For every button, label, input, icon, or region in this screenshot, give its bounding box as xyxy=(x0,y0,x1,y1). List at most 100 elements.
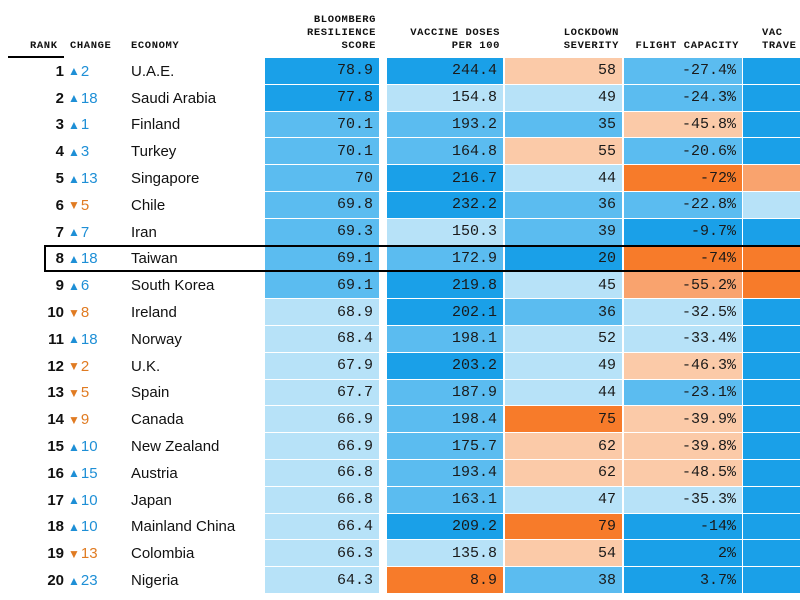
change-value: 1 xyxy=(80,116,90,134)
header-change: CHANGE xyxy=(70,40,112,52)
table-row: 1 ▲ 2 U.A.E. 78.9 244.4 58 -27.4% xyxy=(0,58,800,85)
change-cell: ▼ 9 xyxy=(68,406,124,433)
vaccinated-travel-cell xyxy=(743,513,800,541)
change-value: 5 xyxy=(80,196,90,214)
change-cell: ▲ 15 xyxy=(68,460,124,487)
vaccine-doses-cell: 8.9 xyxy=(387,567,503,594)
flight-capacity-cell: -9.7% xyxy=(624,218,742,246)
rank-cell: 17 xyxy=(47,491,64,509)
table-row: 18 ▲ 10 Mainland China 66.4 209.2 79 -14% xyxy=(0,513,800,541)
change-value: 13 xyxy=(80,545,98,563)
resilience-score-cell: 67.7 xyxy=(265,379,379,407)
resilience-score-cell: 77.8 xyxy=(265,84,379,112)
lockdown-severity-cell: 45 xyxy=(505,272,622,300)
vaccine-doses-cell: 244.4 xyxy=(387,58,503,85)
vaccine-doses-cell: 172.9 xyxy=(387,245,503,273)
flight-capacity-cell: -46.3% xyxy=(624,352,742,380)
rank-cell: 12 xyxy=(47,357,64,375)
flight-capacity-cell: -39.9% xyxy=(624,406,742,434)
table-row: 14 ▼ 9 Canada 66.9 198.4 75 -39.9% xyxy=(0,406,800,434)
resilience-score-cell: 67.9 xyxy=(265,352,379,380)
change-cell: ▲ 23 xyxy=(68,567,124,594)
change-cell: ▲ 7 xyxy=(68,219,124,246)
lockdown-severity-cell: 44 xyxy=(505,379,622,407)
change-cell: ▼ 2 xyxy=(68,353,124,380)
triangle-up-icon: ▲ xyxy=(68,144,80,159)
table-row: 9 ▲ 6 South Korea 69.1 219.8 45 -55.2% xyxy=(0,272,800,300)
lockdown-severity-cell: 20 xyxy=(505,245,622,273)
flight-capacity-cell: -48.5% xyxy=(624,460,742,487)
economy-cell: Iran xyxy=(131,223,157,241)
change-cell: ▼ 13 xyxy=(68,540,124,567)
lockdown-severity-cell: 49 xyxy=(505,352,622,380)
resilience-score-cell: 64.3 xyxy=(265,567,379,594)
change-value: 5 xyxy=(80,384,90,402)
flight-capacity-cell: -39.8% xyxy=(624,433,742,460)
economy-cell: U.K. xyxy=(131,357,161,375)
table-row: 8 ▲ 18 Taiwan 69.1 172.9 20 -74% xyxy=(0,245,800,273)
lockdown-severity-cell: 47 xyxy=(505,486,622,514)
triangle-down-icon: ▼ xyxy=(68,412,80,427)
table-row: 7 ▲ 7 Iran 69.3 150.3 39 -9.7% xyxy=(0,218,800,246)
vaccinated-travel-cell xyxy=(743,272,800,300)
vaccine-doses-cell: 150.3 xyxy=(387,218,503,246)
table-row: 11 ▲ 18 Norway 68.4 198.1 52 -33.4% xyxy=(0,326,800,353)
vaccinated-travel-cell xyxy=(743,138,800,166)
resilience-score-cell: 66.9 xyxy=(265,406,379,434)
table-row: 12 ▼ 2 U.K. 67.9 203.2 49 -46.3% xyxy=(0,352,800,380)
flight-capacity-cell: 2% xyxy=(624,540,742,568)
change-cell: ▲ 6 xyxy=(68,272,124,299)
rank-cell: 10 xyxy=(47,304,64,322)
vaccinated-travel-cell xyxy=(743,326,800,353)
vaccine-doses-cell: 135.8 xyxy=(387,540,503,568)
economy-cell: Nigeria xyxy=(131,572,179,590)
rank-cell: 20 xyxy=(47,572,64,590)
vaccine-doses-cell: 219.8 xyxy=(387,272,503,300)
header-flight-capacity: FLIGHT CAPACITY xyxy=(635,40,739,52)
economy-cell: Singapore xyxy=(131,170,200,188)
economy-cell: South Korea xyxy=(131,277,215,295)
change-value: 2 xyxy=(80,357,90,375)
triangle-up-icon: ▲ xyxy=(68,439,80,454)
vaccinated-travel-cell xyxy=(743,111,800,139)
vaccine-doses-cell: 163.1 xyxy=(387,486,503,514)
vaccine-doses-cell: 175.7 xyxy=(387,433,503,460)
economy-cell: Colombia xyxy=(131,545,195,563)
change-cell: ▲ 18 xyxy=(68,85,124,112)
triangle-down-icon: ▼ xyxy=(68,546,80,561)
change-value: 18 xyxy=(80,250,98,268)
change-cell: ▲ 18 xyxy=(68,326,124,353)
flight-capacity-cell: -55.2% xyxy=(624,272,742,300)
change-value: 2 xyxy=(80,62,90,80)
change-value: 7 xyxy=(80,223,90,241)
resilience-score-cell: 66.8 xyxy=(265,486,379,514)
resilience-score-cell: 69.1 xyxy=(265,272,379,300)
triangle-up-icon: ▲ xyxy=(68,466,80,481)
resilience-score-cell: 66.4 xyxy=(265,513,379,541)
lockdown-severity-cell: 52 xyxy=(505,326,622,353)
vaccine-doses-cell: 209.2 xyxy=(387,513,503,541)
resilience-score-cell: 78.9 xyxy=(265,58,379,85)
vaccinated-travel-cell xyxy=(743,299,800,326)
flight-capacity-cell: -27.4% xyxy=(624,58,742,85)
lockdown-severity-cell: 36 xyxy=(505,192,622,219)
triangle-down-icon: ▼ xyxy=(68,305,80,320)
resilience-score-cell: 68.9 xyxy=(265,299,379,326)
rank-cell: 1 xyxy=(55,62,64,80)
flight-capacity-cell: -35.3% xyxy=(624,486,742,514)
flight-capacity-cell: 3.7% xyxy=(624,567,742,594)
triangle-up-icon: ▲ xyxy=(68,251,80,266)
rank-cell: 11 xyxy=(48,330,64,348)
vaccinated-travel-cell xyxy=(743,58,800,85)
economy-cell: Norway xyxy=(131,330,182,348)
lockdown-severity-cell: 36 xyxy=(505,299,622,326)
vaccine-doses-cell: 232.2 xyxy=(387,192,503,219)
table-row: 20 ▲ 23 Nigeria 64.3 8.9 38 3.7% xyxy=(0,567,800,594)
triangle-down-icon: ▼ xyxy=(68,198,80,213)
resilience-score-cell: 66.9 xyxy=(265,433,379,460)
lockdown-severity-cell: 75 xyxy=(505,406,622,434)
lockdown-severity-cell: 58 xyxy=(505,58,622,85)
lockdown-severity-cell: 62 xyxy=(505,433,622,460)
flight-capacity-cell: -32.5% xyxy=(624,299,742,326)
economy-cell: Mainland China xyxy=(131,518,236,536)
